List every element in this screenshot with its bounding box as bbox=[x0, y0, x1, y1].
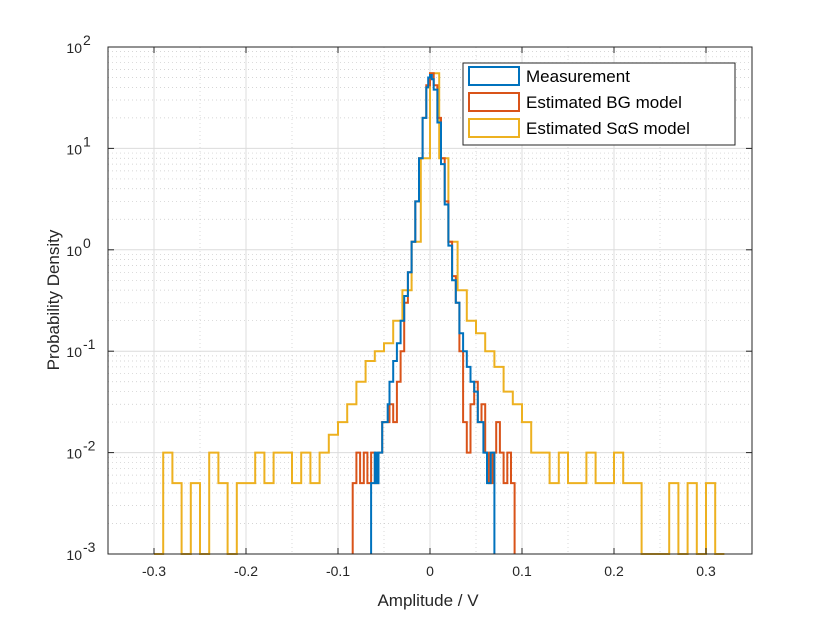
y-tick-exponent: -2 bbox=[83, 438, 96, 454]
x-tick-labels: -0.3 -0.2 -0.1 0 0.1 0.2 0.3 bbox=[142, 563, 716, 579]
x-tick-label: 0 bbox=[426, 563, 434, 579]
y-tick-label: 10 bbox=[66, 40, 82, 56]
y-tick-exponent: 0 bbox=[83, 235, 91, 251]
legend-box bbox=[462, 62, 736, 146]
y-tick-exponent: -1 bbox=[83, 336, 96, 352]
legend-swatch-2 bbox=[468, 118, 520, 138]
x-axis-label: Amplitude / V bbox=[377, 591, 479, 610]
plot-series bbox=[154, 72, 725, 555]
x-tick-label: 0.1 bbox=[512, 563, 532, 579]
x-tick-label: -0.1 bbox=[326, 563, 350, 579]
series-line-0 bbox=[370, 74, 496, 554]
y-tick-label: 10 bbox=[66, 446, 82, 462]
legend-label-2: Estimated SαS model bbox=[526, 119, 690, 138]
x-tick-label: -0.2 bbox=[234, 563, 258, 579]
x-tick-label: -0.3 bbox=[142, 563, 166, 579]
x-tick-label: 0.2 bbox=[604, 563, 624, 579]
legend-swatch-0 bbox=[468, 66, 520, 86]
y-tick-label: 10 bbox=[66, 141, 82, 157]
axes bbox=[107, 46, 753, 555]
legend-label-0: Measurement bbox=[526, 67, 630, 86]
legend-swatch-1 bbox=[468, 92, 520, 112]
y-tick-exponent: 1 bbox=[83, 133, 91, 149]
y-tick-exponent: 2 bbox=[83, 32, 91, 48]
y-tick-label: 10 bbox=[66, 547, 82, 563]
y-tick-label: 10 bbox=[66, 344, 82, 360]
y-axis-label: Probability Density bbox=[44, 229, 63, 370]
legend-label-1: Estimated BG model bbox=[526, 93, 682, 112]
y-tick-label: 10 bbox=[66, 243, 82, 259]
x-tick-label: 0.3 bbox=[696, 563, 716, 579]
series-line-2 bbox=[154, 72, 725, 555]
legend: Measurement Estimated BG model Estimated S… bbox=[462, 62, 736, 146]
y-tick-exponent: -3 bbox=[83, 539, 96, 555]
